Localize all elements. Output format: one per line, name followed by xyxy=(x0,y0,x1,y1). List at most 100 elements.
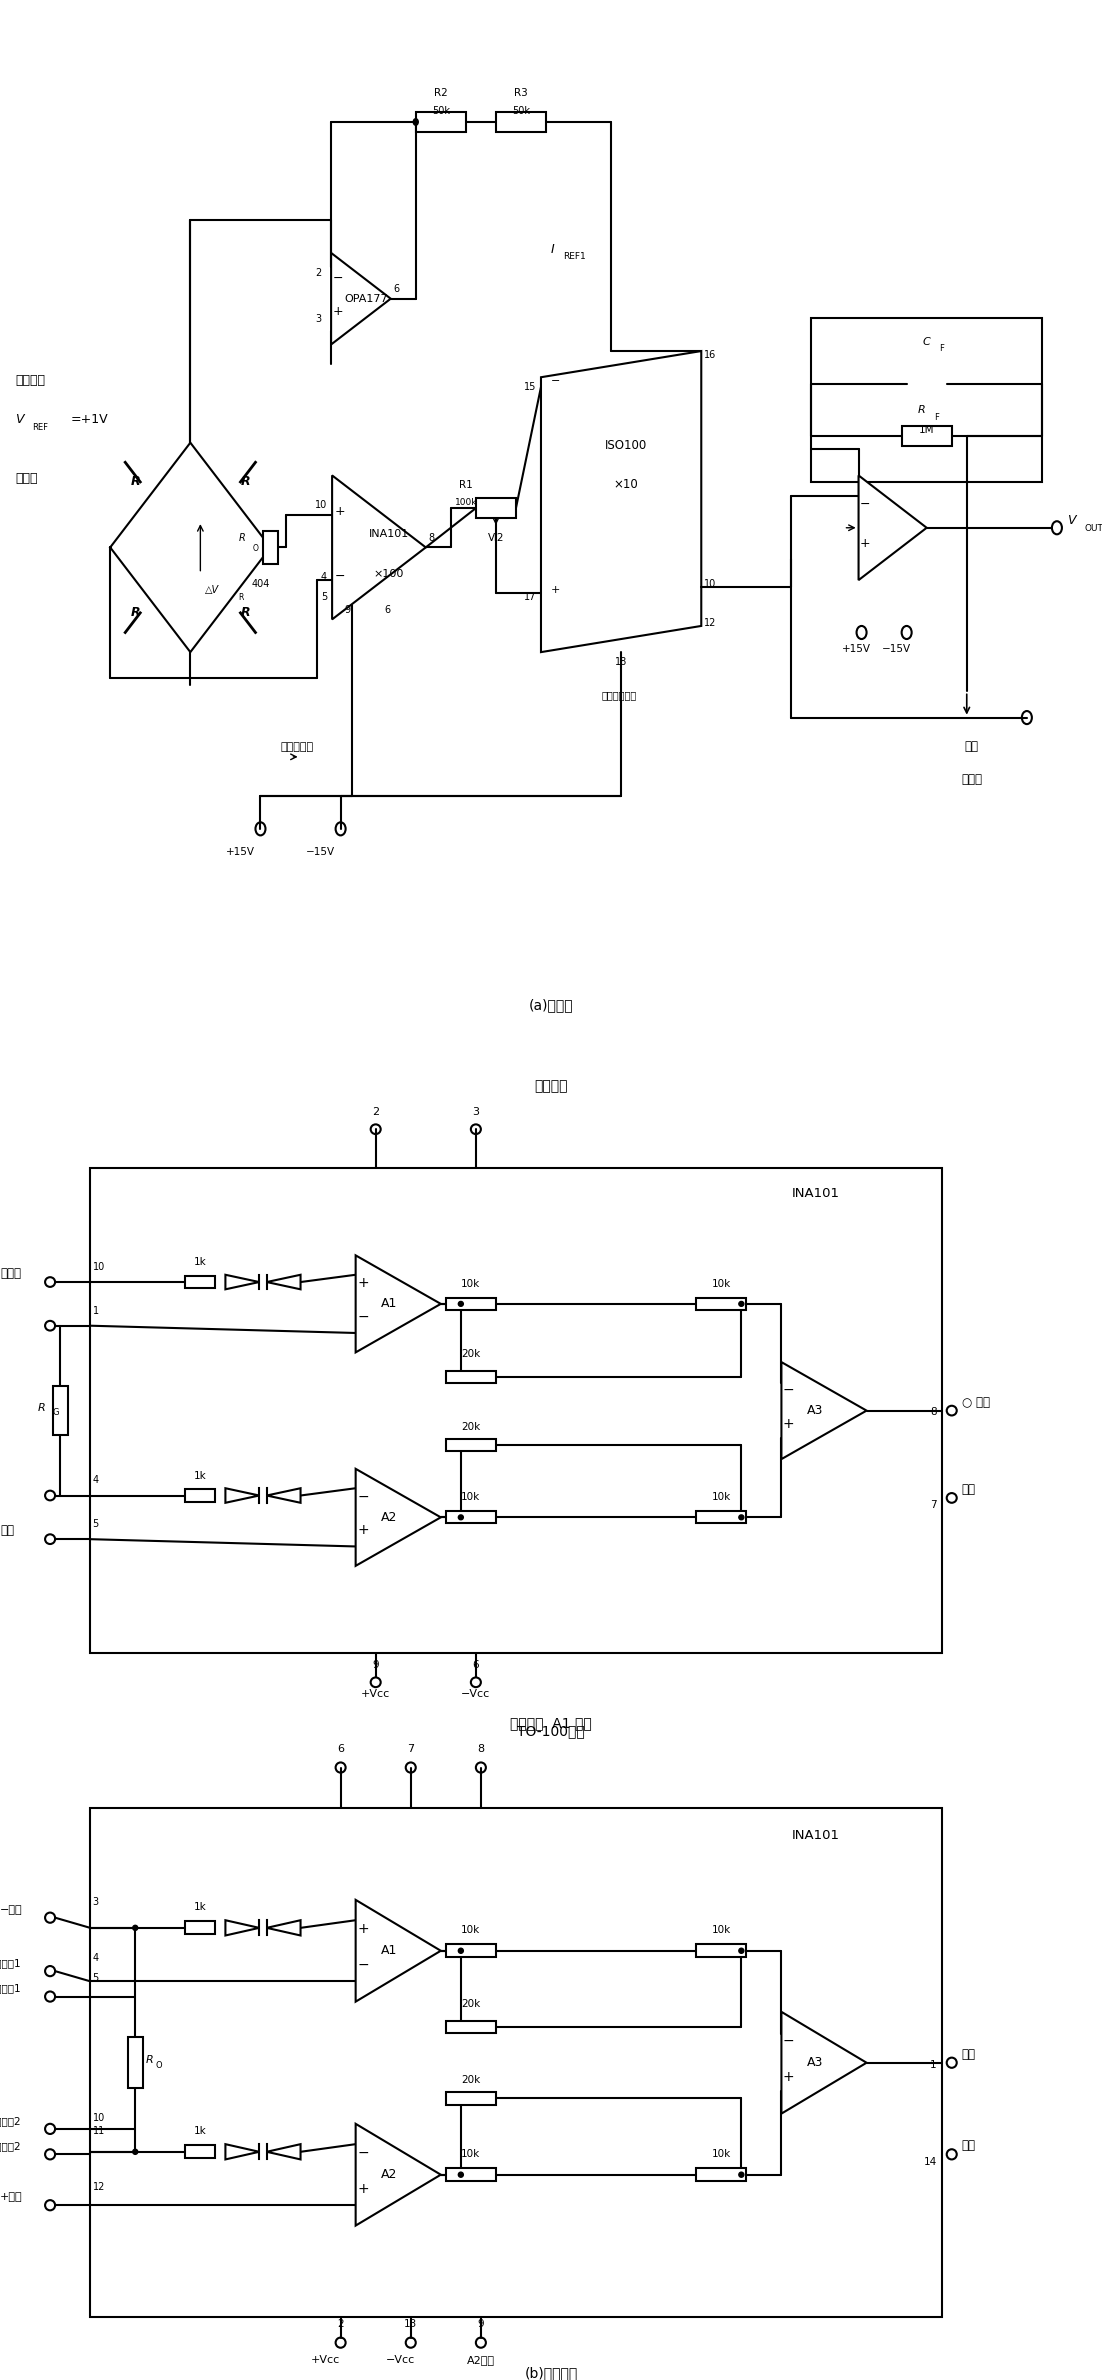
Bar xyxy=(53,1385,67,1435)
Text: −Vcc: −Vcc xyxy=(386,2356,415,2366)
Text: 404: 404 xyxy=(251,578,270,588)
Bar xyxy=(446,1371,496,1383)
Text: A1: A1 xyxy=(380,1944,397,1956)
Polygon shape xyxy=(356,1468,441,1566)
Text: 4: 4 xyxy=(321,571,327,583)
Polygon shape xyxy=(267,1921,301,1935)
Text: A3: A3 xyxy=(807,2056,823,2068)
Text: O: O xyxy=(253,543,259,552)
Bar xyxy=(90,1809,942,2318)
Polygon shape xyxy=(226,1921,259,1935)
Bar xyxy=(696,2168,746,2180)
Polygon shape xyxy=(781,1361,866,1459)
Text: R2: R2 xyxy=(434,88,447,98)
Text: 1k: 1k xyxy=(194,1257,207,1266)
Text: 10k: 10k xyxy=(462,2149,480,2159)
Text: 增益检测1: 增益检测1 xyxy=(0,1959,22,1968)
Text: +15V: +15V xyxy=(842,645,871,654)
Text: 10: 10 xyxy=(315,500,327,509)
Text: －输入公共端: －输入公共端 xyxy=(601,690,636,700)
Bar xyxy=(901,426,952,445)
Text: V: V xyxy=(15,414,23,426)
Text: 10k: 10k xyxy=(462,1278,480,1290)
Text: G: G xyxy=(53,1409,60,1418)
Bar xyxy=(446,1944,496,1956)
Text: 3: 3 xyxy=(93,1897,99,1906)
Text: +: + xyxy=(357,1523,369,1537)
Text: R: R xyxy=(145,2054,153,2066)
Text: 9: 9 xyxy=(372,1659,379,1671)
Bar xyxy=(496,112,545,131)
Text: 增益检测2: 增益检测2 xyxy=(0,2142,22,2152)
Text: 12: 12 xyxy=(93,2182,105,2192)
Text: 14: 14 xyxy=(923,2156,937,2166)
Text: 13: 13 xyxy=(404,2320,418,2330)
Polygon shape xyxy=(226,2144,259,2159)
Text: 4: 4 xyxy=(93,1476,99,1485)
Text: 20k: 20k xyxy=(462,1999,480,2009)
Text: 15: 15 xyxy=(523,383,536,393)
Text: 5: 5 xyxy=(93,1518,99,1528)
Text: I: I xyxy=(551,243,554,257)
Text: ○ 输出: ○ 输出 xyxy=(962,1395,990,1409)
Text: 增益设置2: 增益设置2 xyxy=(0,2116,22,2125)
Bar xyxy=(90,1169,942,1654)
Bar xyxy=(128,2037,143,2087)
Text: ISO100: ISO100 xyxy=(605,440,647,452)
Text: −: − xyxy=(551,376,561,386)
Text: +: + xyxy=(782,1416,795,1430)
Bar xyxy=(446,1511,496,1523)
Bar xyxy=(446,1297,496,1309)
Bar xyxy=(185,1490,215,1502)
Text: C: C xyxy=(922,336,930,347)
Polygon shape xyxy=(356,1899,441,2002)
Text: 17: 17 xyxy=(523,593,536,602)
Text: Vi2: Vi2 xyxy=(488,533,504,543)
Text: 1: 1 xyxy=(930,2059,937,2071)
Text: R: R xyxy=(240,607,250,619)
Text: 6: 6 xyxy=(393,283,399,295)
Text: 10k: 10k xyxy=(712,1278,731,1290)
Text: 9: 9 xyxy=(477,2320,484,2330)
Text: 10: 10 xyxy=(93,2113,105,2123)
Text: INA101: INA101 xyxy=(369,528,409,540)
Text: 电桥激励: 电桥激励 xyxy=(15,374,45,388)
Bar xyxy=(446,2092,496,2104)
Text: 20k: 20k xyxy=(462,1421,480,1433)
Bar xyxy=(696,1944,746,1956)
Text: 6: 6 xyxy=(385,605,390,614)
Text: 1M: 1M xyxy=(919,426,934,436)
Text: R: R xyxy=(239,533,246,543)
Text: +输入: +输入 xyxy=(0,2192,23,2202)
Bar xyxy=(696,1511,746,1523)
Text: 传感器: 传感器 xyxy=(15,471,37,486)
Text: 9: 9 xyxy=(344,605,350,614)
Text: −15V: −15V xyxy=(306,847,335,857)
Text: F: F xyxy=(934,412,939,421)
Circle shape xyxy=(738,1302,744,1307)
Text: 1k: 1k xyxy=(194,1902,207,1911)
Text: R: R xyxy=(918,405,926,414)
Text: +: + xyxy=(357,1923,369,1935)
Text: −Vcc: −Vcc xyxy=(462,1690,490,1699)
Text: 11: 11 xyxy=(93,2125,105,2135)
Circle shape xyxy=(738,2173,744,2178)
Circle shape xyxy=(132,2149,138,2154)
Text: 10k: 10k xyxy=(712,2149,731,2159)
Polygon shape xyxy=(331,252,391,345)
Bar xyxy=(696,1297,746,1309)
Bar xyxy=(446,1438,496,1452)
Text: −: − xyxy=(860,497,871,512)
Text: INA101: INA101 xyxy=(791,1188,840,1200)
Circle shape xyxy=(458,1949,463,1954)
Text: 12: 12 xyxy=(704,619,716,628)
Text: F: F xyxy=(939,345,944,352)
Text: +: + xyxy=(860,538,871,550)
Text: −: − xyxy=(357,1309,369,1323)
Text: V: V xyxy=(1067,514,1076,528)
Bar xyxy=(185,1921,215,1935)
Circle shape xyxy=(738,1516,744,1521)
Text: R: R xyxy=(130,476,140,488)
Text: (b)内部结构: (b)内部结构 xyxy=(525,2366,577,2380)
Text: 输入: 输入 xyxy=(0,1523,14,1537)
